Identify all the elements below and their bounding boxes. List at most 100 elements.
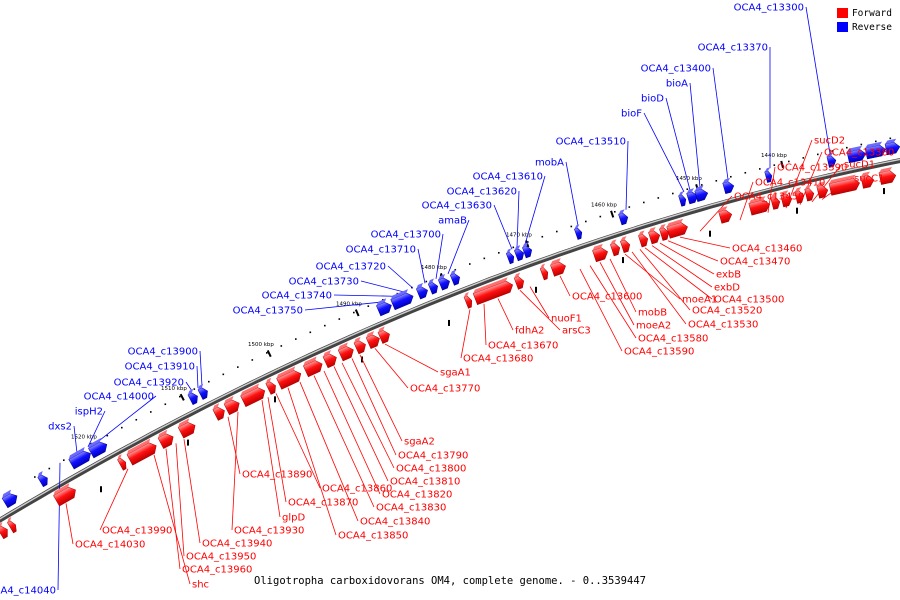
- leader-line: [805, 6, 831, 154]
- leader-line: [785, 139, 813, 209]
- gene-label-sucd1: sucD1: [844, 160, 875, 171]
- forward-gene: [126, 438, 157, 466]
- gene-label-oca4_c13370: OCA4_c13370: [698, 43, 768, 54]
- minor-tick: [338, 318, 341, 320]
- minor-tick: [179, 395, 181, 398]
- gene-label-oca4_c13700: OCA4_c13700: [371, 230, 441, 241]
- minor-tick: [846, 146, 848, 149]
- minor-tick: [295, 338, 297, 340]
- gene-label-oca4_c13410: OCA4_c13410: [755, 178, 825, 189]
- legend-label-forward: Forward: [851, 7, 892, 19]
- reverse-gene: [884, 138, 900, 156]
- forward-gene: [7, 516, 17, 534]
- leader-line: [333, 366, 389, 482]
- leader-line: [460, 309, 471, 359]
- gene-label-oca4_c13850: OCA4_c13850: [338, 531, 408, 542]
- major-tick: [610, 210, 615, 218]
- forward-gene: [550, 258, 566, 277]
- leader-line: [333, 294, 395, 297]
- leader-line: [98, 395, 157, 442]
- gene-label-oca4_c13590: OCA4_c13590: [624, 347, 694, 358]
- gene-label-biod: bioD: [641, 94, 664, 105]
- minor-tick: [324, 324, 326, 327]
- minor-tick: [788, 160, 790, 163]
- gene-label-arsc3: arsC3: [562, 326, 591, 337]
- minor-tick: [34, 476, 36, 478]
- forward-gene: [0, 522, 8, 540]
- leader-line: [589, 265, 637, 339]
- minor-tick: [237, 366, 239, 368]
- gene-label-oca4_c13810: OCA4_c13810: [390, 477, 460, 488]
- leader-line: [65, 503, 74, 545]
- minor-tick: [266, 352, 268, 354]
- leader-line: [497, 298, 514, 331]
- leader-line: [579, 268, 623, 352]
- gene-label-oca4_c13390: OCA4_c13390: [777, 163, 847, 174]
- gene-layer: [0, 138, 900, 540]
- minor-tick: [353, 311, 355, 314]
- forward-gene: [463, 292, 473, 309]
- gene-label-oca4_c13960: OCA4_c13960: [182, 565, 252, 576]
- reverse-gene: [686, 188, 699, 205]
- minor-tick: [657, 197, 660, 199]
- leader-line: [231, 411, 239, 531]
- forward-gene: [337, 342, 354, 362]
- backbone: [0, 158, 900, 523]
- leader-line: [624, 253, 681, 300]
- reverse-gene: [764, 167, 773, 183]
- gene-label-oca4_c13470: OCA4_c13470: [720, 257, 790, 268]
- leader-line: [643, 112, 685, 193]
- gene-label-oca4_c13610: OCA4_c13610: [473, 172, 543, 183]
- forward-gene: [770, 193, 781, 210]
- forward-gene: [377, 326, 390, 344]
- gene-label-moba: mobA: [535, 158, 564, 169]
- minor-tick: [628, 206, 631, 208]
- minor-tick: [599, 215, 602, 218]
- reverse-gene: [514, 245, 525, 262]
- gene-label-succ1: sucC1: [854, 174, 884, 185]
- reverse-gene: [618, 209, 629, 226]
- reverse-gene: [694, 185, 709, 202]
- reverse-gene: [864, 141, 887, 160]
- gene-label-dxs2: dxs2: [48, 422, 72, 433]
- minor-tick: [875, 140, 877, 143]
- reverse-gene: [68, 447, 91, 470]
- minor-tick: [208, 380, 210, 383]
- minor-tick: [643, 201, 645, 204]
- forward-gene: [610, 239, 621, 257]
- minor-tick: [425, 280, 428, 283]
- leader-line: [351, 358, 397, 456]
- legend-item-reverse: Reverse: [836, 20, 892, 34]
- reverse-gene: [522, 242, 533, 259]
- minor-tick: [570, 225, 573, 228]
- inner-tick: [535, 286, 537, 293]
- leader-line: [739, 181, 754, 221]
- leader-line: [519, 290, 561, 331]
- forward-gene: [302, 356, 323, 378]
- minor-tick: [541, 235, 544, 238]
- leader-line: [227, 416, 241, 475]
- reverse-gene: [88, 437, 108, 459]
- forward-swatch: [836, 8, 848, 18]
- leader-layer: [57, 6, 853, 591]
- minor-tick: [730, 175, 732, 178]
- label-layer: OCA4_c13300OCA4_c13370OCA4_c13400bioAbio…: [0, 3, 894, 597]
- leader-line: [185, 381, 193, 392]
- minor-tick: [512, 246, 515, 249]
- forward-gene: [659, 224, 670, 241]
- leader-line: [165, 448, 181, 570]
- leader-line: [689, 82, 701, 188]
- leader-line: [565, 161, 579, 226]
- reverse-gene: [1, 489, 18, 509]
- gene-label-oca4_c13400: OCA4_c13400: [641, 64, 711, 75]
- gene-label-oca4_c13600: OCA4_c13600: [572, 292, 642, 303]
- minor-tick: [280, 345, 283, 347]
- gene-label-oca4_c13730: OCA4_c13730: [289, 277, 359, 288]
- gene-label-oca4_c13870: OCA4_c13870: [288, 498, 358, 509]
- minor-tick: [150, 411, 152, 413]
- inner-tick: [796, 207, 798, 214]
- gene-label-oca4_c13630: OCA4_c13630: [422, 201, 492, 212]
- leader-line: [384, 343, 439, 373]
- major-tick: [266, 349, 272, 358]
- major-tick: [179, 393, 185, 401]
